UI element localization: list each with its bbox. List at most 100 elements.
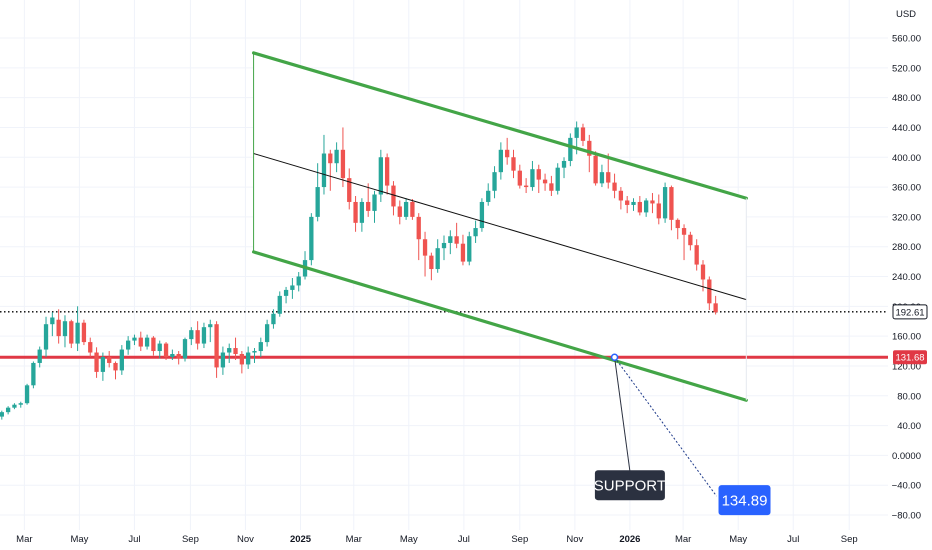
channel-lower-line[interactable] bbox=[251, 250, 748, 402]
time-tick-label: Sep bbox=[841, 534, 858, 545]
candle-body bbox=[707, 279, 712, 304]
time-tick-label: Jul bbox=[787, 534, 799, 545]
candle-body bbox=[454, 236, 459, 244]
price-tick-label: −80.00 bbox=[892, 511, 921, 522]
horizontal-lines bbox=[0, 311, 888, 359]
intersection-point[interactable] bbox=[610, 353, 619, 361]
channel-lines[interactable] bbox=[251, 51, 748, 402]
candle-body bbox=[587, 140, 592, 156]
candle-body bbox=[37, 349, 42, 363]
support-label-box[interactable] bbox=[594, 470, 665, 501]
price-tick-label: 240.00 bbox=[892, 272, 921, 283]
candle-body bbox=[157, 343, 162, 352]
candle-body bbox=[536, 169, 541, 180]
candle-body bbox=[429, 255, 434, 270]
candle-body bbox=[119, 349, 124, 371]
candle-body bbox=[62, 321, 68, 337]
candle-body bbox=[12, 404, 17, 408]
time-tick-label: Jul bbox=[128, 534, 140, 545]
candle-body bbox=[694, 245, 699, 265]
channel-upper-line[interactable] bbox=[251, 51, 748, 200]
price-tick-label: 80.00 bbox=[897, 391, 921, 402]
candle-body bbox=[50, 317, 55, 325]
price-tick-label: −40.00 bbox=[892, 481, 921, 492]
candle-body bbox=[252, 351, 257, 353]
candle-body bbox=[542, 179, 548, 184]
candle-body bbox=[138, 337, 143, 347]
time-tick-label: Nov bbox=[566, 534, 583, 545]
time-tick-label: Nov bbox=[237, 534, 254, 545]
candle-body bbox=[625, 200, 630, 205]
support-callout-line bbox=[614, 357, 631, 472]
candle-body bbox=[296, 276, 301, 286]
channel-middle-line[interactable] bbox=[253, 153, 747, 301]
candle-body bbox=[467, 236, 472, 262]
candle-body bbox=[94, 352, 99, 372]
time-tick-label: May bbox=[70, 534, 88, 545]
candle-body bbox=[233, 348, 238, 355]
time-tick-label: Jul bbox=[458, 534, 470, 545]
candle-body bbox=[612, 182, 617, 191]
candle-body bbox=[593, 155, 598, 184]
candle-body bbox=[264, 324, 270, 343]
candle-body bbox=[650, 200, 655, 204]
candle-body bbox=[214, 324, 219, 368]
time-tick-label: Sep bbox=[182, 534, 199, 545]
candle-body bbox=[321, 153, 327, 188]
time-axis[interactable]: Mar May Jul Sep Nov 2025 Mar May Jul Sep Nov 2026 Ma… bbox=[0, 530, 888, 550]
annotations[interactable]: SUPPORT 134.89 bbox=[594, 353, 771, 516]
target-label-box[interactable] bbox=[718, 485, 771, 516]
target-callout-line bbox=[614, 356, 717, 497]
candle-body bbox=[144, 337, 150, 347]
price-tick-label: 120.00 bbox=[892, 361, 921, 372]
candle-body bbox=[359, 201, 365, 223]
time-tick-label: May bbox=[400, 534, 418, 545]
price-tick-label: 440.00 bbox=[892, 123, 921, 134]
candle-body bbox=[656, 203, 661, 219]
candle-body bbox=[100, 356, 106, 372]
candle-body bbox=[530, 169, 535, 188]
candle-body bbox=[81, 322, 87, 343]
candle-body bbox=[290, 285, 295, 290]
candle-body bbox=[271, 313, 276, 325]
price-axis-bg bbox=[888, 0, 932, 550]
candle-body bbox=[555, 167, 560, 191]
support-label-text: SUPPORT bbox=[594, 478, 666, 495]
candle-body bbox=[163, 343, 169, 357]
price-tick-label: 400.00 bbox=[892, 153, 921, 164]
candle-body bbox=[637, 201, 642, 213]
candle-body bbox=[435, 248, 440, 270]
candle-body bbox=[662, 187, 668, 219]
price-axis[interactable]: 560.00 520.00 480.00 440.00 400.00 360.00 320.… bbox=[888, 0, 932, 550]
candle-body bbox=[523, 185, 529, 188]
time-tick-label: Mar bbox=[346, 534, 362, 545]
candle-body bbox=[574, 127, 579, 138]
time-tick-label: Mar bbox=[675, 534, 691, 545]
candle-body bbox=[132, 337, 137, 341]
candle-body bbox=[43, 324, 49, 350]
candle-body bbox=[88, 342, 93, 353]
candle-body bbox=[18, 403, 23, 405]
candle-body bbox=[189, 330, 194, 340]
price-tick-label: 0.0000 bbox=[892, 451, 921, 462]
candle-body bbox=[549, 183, 554, 191]
candle-body bbox=[422, 239, 428, 256]
candle-body bbox=[675, 219, 680, 229]
support-price-tag-text: 131.68 bbox=[895, 353, 924, 364]
candle-body bbox=[315, 187, 320, 217]
candle-body bbox=[397, 206, 402, 217]
candle-body bbox=[208, 324, 213, 328]
time-tick-label: Mar bbox=[16, 534, 32, 545]
support-price-tag bbox=[893, 350, 927, 365]
candle-body bbox=[372, 194, 377, 211]
candle-body bbox=[176, 354, 181, 359]
candle-body bbox=[403, 201, 409, 217]
candle-body bbox=[309, 216, 314, 261]
candle-body bbox=[391, 185, 396, 207]
candle-body bbox=[334, 149, 339, 164]
time-tick-label: Sep bbox=[511, 534, 528, 545]
candle-body bbox=[580, 127, 586, 141]
candle-body bbox=[366, 201, 371, 211]
price-tick-label: 560.00 bbox=[892, 34, 921, 45]
